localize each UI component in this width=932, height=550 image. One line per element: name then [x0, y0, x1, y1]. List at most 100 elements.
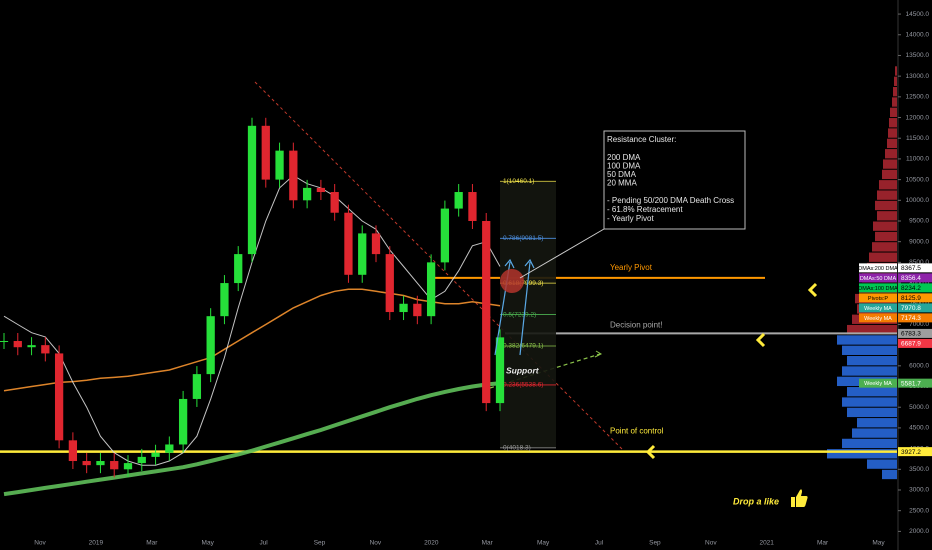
- x-tick-label: May: [202, 540, 215, 547]
- y-tick-label: 7000.0: [909, 321, 929, 328]
- y-tick-label: 4500.0: [909, 425, 929, 432]
- price-tag: [898, 447, 932, 457]
- x-tick-label: Nov: [705, 540, 717, 547]
- candle: [27, 345, 36, 348]
- moving-average: [3, 174, 501, 466]
- price-tag-label: 5581.7: [901, 380, 921, 387]
- note-line: 100 DMA: [607, 162, 641, 171]
- y-tick-label: 11500.0: [906, 135, 929, 142]
- volume-profile-bar: [892, 97, 897, 107]
- candle: [206, 316, 215, 375]
- fib-label: 0.236(5538.6): [503, 382, 543, 389]
- x-tick-label: Mar: [482, 540, 494, 547]
- series-tag: [859, 283, 897, 293]
- series-tag-label: DMAs:50 DMA: [860, 276, 897, 282]
- candle: [82, 461, 91, 466]
- y-tick-label: 3000.0: [909, 487, 929, 494]
- chevron: [645, 444, 656, 460]
- candle: [234, 254, 243, 284]
- note-title: Resistance Cluster:: [607, 135, 676, 144]
- candle: [289, 150, 298, 201]
- price-tag-label: 3927.2: [901, 449, 921, 456]
- volume-profile-bar: [877, 211, 897, 221]
- note-bullet: - Yearly Pivot: [607, 214, 654, 223]
- candle: [495, 337, 505, 404]
- price-tag: [898, 338, 932, 348]
- candle: [123, 463, 133, 470]
- volume-profile-bar: [857, 418, 897, 428]
- volume-profile-bar: [885, 149, 897, 159]
- y-tick-label: 12000.0: [906, 114, 930, 121]
- x-tick-label: 2019: [89, 540, 104, 547]
- candle: [165, 444, 174, 453]
- y-tick-label: 2500.0: [909, 507, 929, 514]
- price-tag-label: 6783.3: [901, 331, 921, 338]
- note-line: 20 MMA: [607, 179, 637, 188]
- series-tag-label: Weekly MA: [864, 306, 892, 312]
- price-tag-label: 8356.4: [901, 275, 921, 282]
- volume-profile-bar: [847, 324, 897, 335]
- x-tick-label: Sep: [314, 540, 326, 547]
- volume-profile-bar: [852, 428, 897, 438]
- arrow-head: [504, 258, 515, 269]
- fib-label: 0.5(7239.2): [503, 311, 536, 318]
- volume-profile-bar: [837, 335, 897, 345]
- volume-profile-bar: [877, 190, 897, 200]
- candle: [302, 187, 312, 201]
- volume-profile-bar: [875, 231, 897, 242]
- candle: [13, 341, 22, 348]
- candle: [96, 461, 105, 466]
- series-tag-label: Pivots:P: [868, 296, 889, 302]
- like-label: Drop a like: [733, 496, 779, 506]
- volume-profile-bar: [842, 345, 897, 355]
- callout-line: [519, 228, 605, 279]
- y-tick-label: 6000.0: [909, 363, 929, 370]
- thumbs-up-icon: [791, 489, 808, 507]
- series-tag: [859, 293, 897, 303]
- candle: [399, 303, 408, 313]
- series-tag: [859, 303, 897, 313]
- candle: [344, 212, 353, 275]
- price-tag: [898, 283, 932, 293]
- x-tick-label: May: [537, 540, 550, 547]
- x-tick-label: Mar: [146, 540, 158, 547]
- volume-profile-bar: [842, 438, 897, 449]
- y-tick-label: 8000.0: [909, 280, 929, 287]
- x-tick-label: Mar: [817, 540, 829, 547]
- candle: [178, 398, 188, 445]
- y-tick-label: 9000.0: [909, 238, 929, 245]
- volume-profile-bar: [887, 138, 897, 149]
- price-tag: [898, 328, 932, 338]
- volume-profile-bar: [875, 200, 897, 211]
- y-tick-label: 3500.0: [909, 466, 929, 473]
- candle: [385, 254, 394, 313]
- volume-profile-bar: [847, 355, 897, 366]
- volume-profile-bar: [847, 387, 897, 397]
- volume-profile-bar: [872, 242, 897, 252]
- volume-profile-bar: [890, 107, 897, 118]
- candle: [41, 345, 50, 354]
- series-tag: [859, 378, 897, 388]
- chevron: [755, 332, 766, 348]
- volume-profile-bar: [847, 407, 897, 418]
- y-tick-label: 13500.0: [906, 52, 930, 59]
- candle: [454, 192, 463, 209]
- volume-profile-bar: [888, 128, 897, 138]
- y-tick-label: 10500.0: [906, 176, 930, 183]
- note-line: 50 DMA: [607, 170, 637, 179]
- candle: [440, 208, 450, 263]
- price-tag-label: 6687.9: [901, 341, 921, 348]
- series-tag: [859, 263, 897, 273]
- price-tag-label: 8125.9: [901, 295, 921, 302]
- x-tick-label: Nov: [370, 540, 382, 547]
- candle: [426, 262, 436, 317]
- candle: [371, 233, 381, 255]
- volume-profile-bar: [842, 366, 897, 376]
- candle: [220, 283, 229, 317]
- y-tick-label: 9500.0: [909, 218, 929, 225]
- candle: [247, 125, 257, 255]
- volume-profile-bar: [869, 252, 897, 262]
- x-tick-label: 2020: [424, 540, 439, 547]
